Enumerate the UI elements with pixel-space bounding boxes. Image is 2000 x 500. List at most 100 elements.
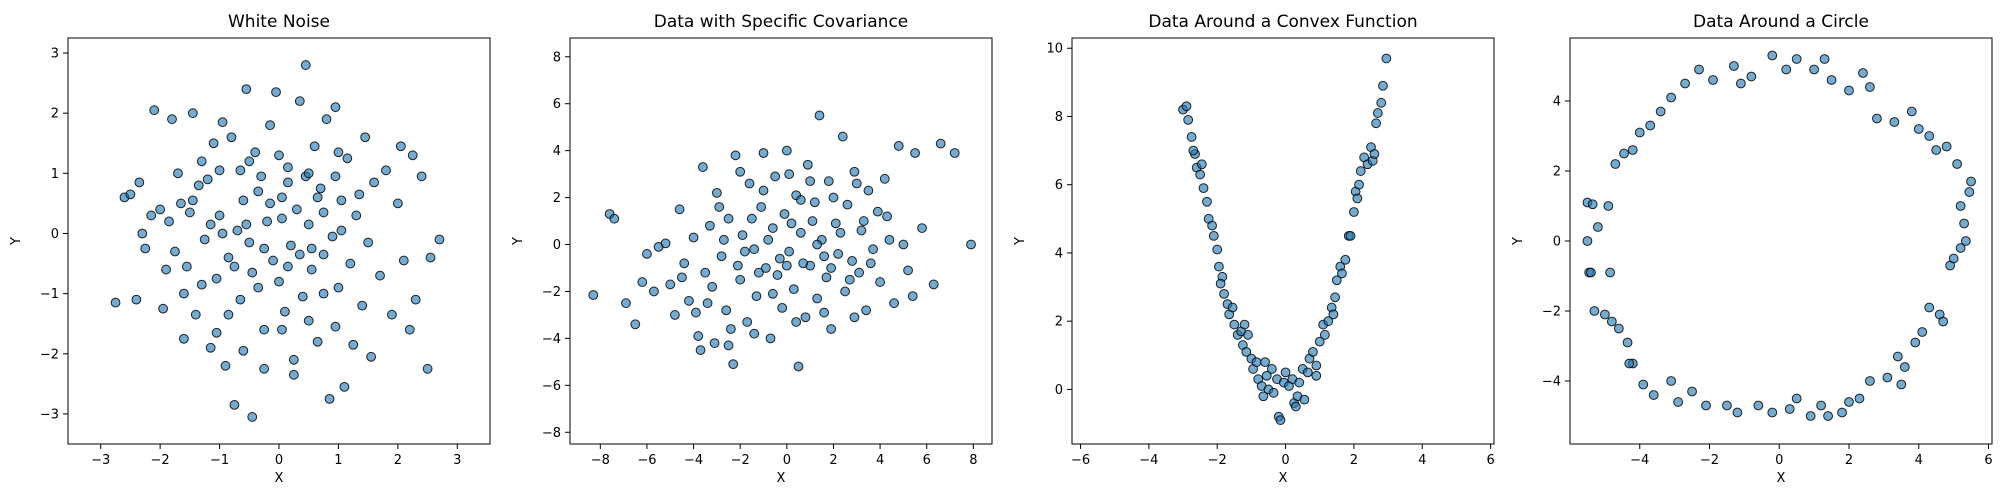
data-point: [1212, 244, 1223, 255]
data-point: [259, 324, 270, 335]
data-point: [131, 294, 142, 305]
data-point: [398, 255, 409, 266]
data-point: [277, 213, 287, 224]
data-point: [802, 159, 813, 170]
data-point: [1732, 407, 1743, 418]
x-tick-label: −1: [210, 453, 229, 468]
data-point: [1624, 358, 1635, 369]
data-point: [330, 321, 341, 332]
data-point: [849, 312, 860, 323]
data-point: [1345, 230, 1356, 241]
data-point: [395, 141, 406, 152]
data-point: [770, 171, 781, 182]
data-point: [238, 345, 249, 356]
x-tick-label: −2: [1700, 453, 1719, 468]
data-point: [303, 219, 314, 230]
x-tick-label: −8: [591, 453, 610, 468]
x-tick-label: 4: [1418, 453, 1426, 468]
y-tick-label: 2: [51, 107, 59, 122]
data-point: [795, 195, 806, 205]
data-point: [339, 381, 350, 392]
x-axis-label: X: [1777, 471, 1786, 486]
data-point: [828, 192, 839, 203]
data-point: [907, 291, 918, 302]
data-point: [1729, 61, 1739, 71]
data-point: [1819, 54, 1830, 64]
data-point: [110, 297, 121, 308]
data-point: [259, 363, 270, 374]
data-point: [784, 246, 795, 257]
data-point: [1964, 187, 1975, 197]
data-point: [763, 234, 774, 245]
data-point: [898, 239, 909, 250]
data-point: [949, 148, 960, 158]
data-point: [858, 216, 869, 226]
data-point: [303, 168, 314, 179]
data-point: [330, 171, 341, 182]
plot-frame: [67, 37, 491, 445]
data-point: [863, 185, 874, 196]
data-point: [1381, 53, 1392, 64]
data-point: [226, 132, 237, 143]
data-point: [241, 84, 252, 95]
data-point: [1865, 82, 1875, 92]
data-point: [1328, 309, 1339, 320]
data-point: [739, 246, 750, 257]
data-point: [1694, 64, 1704, 75]
data-point: [1634, 127, 1645, 138]
data-point: [315, 183, 326, 194]
data-point: [271, 87, 281, 98]
data-point: [196, 279, 207, 290]
chart-title: Data with Specific Covariance: [654, 12, 909, 32]
data-point: [1586, 267, 1596, 278]
data-point: [1816, 400, 1827, 411]
data-point: [1753, 400, 1764, 411]
data-point: [875, 277, 885, 287]
x-tick-label: 2: [1845, 453, 1853, 468]
data-point: [238, 195, 249, 206]
data-point: [765, 333, 776, 344]
x-axis-label: X: [1279, 471, 1288, 486]
data-point: [235, 165, 246, 176]
data-point: [882, 211, 892, 222]
data-point: [1645, 120, 1656, 131]
plot-frame: [569, 37, 993, 445]
data-point: [795, 227, 806, 238]
data-point: [1960, 236, 1971, 246]
data-point: [1844, 397, 1854, 407]
data-point: [893, 141, 904, 151]
data-point: [164, 216, 174, 227]
y-tick-label: −4: [1542, 375, 1561, 390]
data-point: [1666, 92, 1677, 103]
data-point: [1311, 360, 1322, 371]
data-point: [187, 108, 198, 119]
data-point: [693, 331, 704, 341]
data-point: [125, 189, 136, 200]
chart-panel-1: −3 −2 −1 0 1 2 3 −3 −2 −1 0 1 2 3 X Y White Noise: [9, 12, 491, 486]
data-point: [318, 288, 329, 299]
data-point: [294, 96, 305, 107]
data-point: [425, 252, 436, 263]
data-point: [223, 252, 234, 263]
data-point: [917, 223, 927, 233]
data-point: [351, 210, 362, 221]
scatter-points: [1178, 53, 1392, 426]
data-point: [791, 317, 802, 327]
y-tick-label: 8: [553, 50, 561, 65]
data-point: [1913, 124, 1924, 134]
x-tick-label: 2: [829, 453, 837, 468]
data-point: [262, 216, 273, 227]
data-point: [229, 261, 240, 272]
data-point: [1701, 400, 1711, 411]
y-tick-label: 6: [553, 97, 561, 112]
y-tick-label: −6: [542, 379, 561, 394]
data-point: [333, 147, 344, 158]
data-point: [1280, 367, 1291, 378]
data-point: [1605, 267, 1616, 278]
data-point: [1268, 387, 1279, 398]
data-point: [851, 178, 862, 189]
x-tick-label: 0: [1281, 453, 1289, 468]
data-point: [1906, 106, 1917, 117]
data-point: [721, 305, 732, 316]
data-point: [730, 150, 741, 161]
